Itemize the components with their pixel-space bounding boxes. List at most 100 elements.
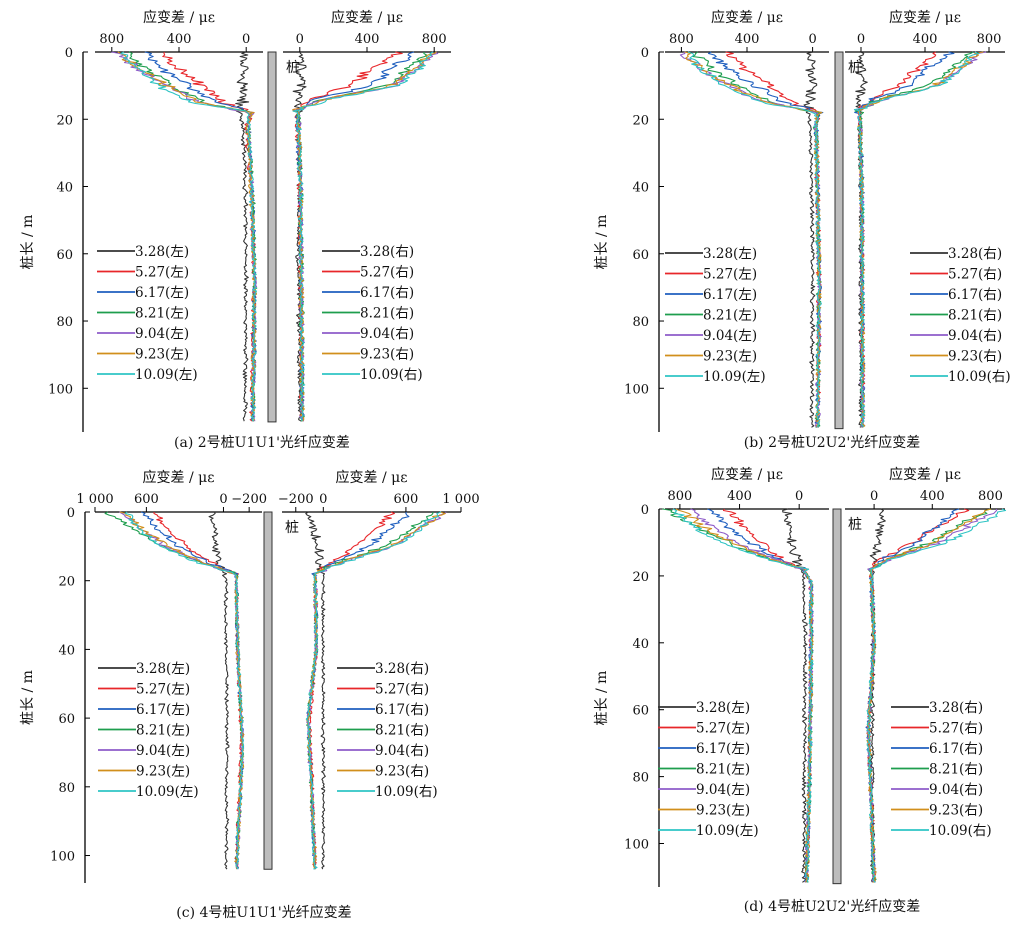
y-tick-label: 0 (641, 503, 649, 518)
left-legend: 3.28(左) 5.27(左) 6.17(左) 8.21(左) 9.04(左) 9.23(… (98, 661, 199, 800)
legend-label: 9.23(右) (375, 764, 429, 780)
legend-label: 5.27(右) (948, 267, 1002, 283)
y-tick-label: 60 (58, 712, 75, 727)
left-panel: 800 400 0 应变差 / με (665, 9, 829, 428)
series-line-5.27 (292, 51, 403, 422)
left-legend: 3.28(左) 5.27(左) 6.17(左) 8.21(左) 9.04(左) 9.23(… (658, 700, 759, 839)
legend-label: 3.28(右) (929, 700, 983, 716)
chart-caption: (c) 4号桩U1U1'光纤应变差 (176, 904, 351, 921)
legend-label: 9.23(右) (948, 349, 1002, 365)
x-axis-label: 应变差 / με (711, 9, 783, 26)
x-axis-label: 应变差 / με (331, 9, 403, 26)
legend-label: 3.28(右) (360, 244, 414, 260)
series-line-10.09 (292, 51, 434, 422)
legend-label: 10.09(左) (136, 784, 199, 800)
series-line-3.28 (235, 51, 250, 422)
x-tick-label: 400 (920, 489, 945, 504)
series-line-6.17 (144, 51, 257, 422)
chart-caption: (b) 2号桩U2U2'光纤应变差 (744, 434, 921, 451)
pile-label: 桩 (848, 59, 862, 76)
legend-label: 10.09(左) (703, 369, 766, 385)
chart-caption: (d) 4号桩U2U2'光纤应变差 (744, 898, 921, 915)
x-axis-label: 应变差 / με (336, 469, 408, 486)
left-panel: 1 000 600 0 −200 应变差 / με (76, 469, 267, 870)
y-tick-label: 100 (624, 382, 649, 397)
legend-label: 5.27(右) (929, 721, 983, 737)
legend-label: 9.23(左) (135, 347, 189, 363)
legend-label: 8.21(右) (948, 308, 1002, 324)
legend-label: 9.23(左) (703, 349, 757, 365)
legend-label: 6.17(右) (360, 285, 414, 301)
legend-label: 10.09(右) (929, 823, 992, 839)
legend-label: 3.28(左) (135, 244, 189, 260)
pile-bar (263, 511, 273, 870)
legend-label: 10.09(右) (375, 784, 438, 800)
y-tick-label: 80 (632, 771, 649, 786)
x-tick-label: 400 (735, 32, 760, 47)
x-tick-label: 800 (667, 489, 692, 504)
y-tick-label: 40 (632, 181, 649, 196)
legend-label: 10.09(左) (696, 823, 759, 839)
legend-label: 8.21(左) (135, 306, 189, 322)
series-line-6.17 (854, 51, 955, 428)
x-tick-label: 400 (913, 32, 938, 47)
y-axis-label: 桩长 / m (19, 670, 36, 725)
y-tick-label: 60 (632, 248, 649, 263)
x-tick-label: 1 000 (442, 492, 479, 507)
x-tick-label: 400 (727, 489, 752, 504)
chart-caption: (a) 2号桩U1U1'光纤应变差 (174, 434, 350, 451)
x-tick-label: 0 (242, 32, 250, 47)
series-line-9.23 (292, 51, 437, 422)
x-tick-label: 0 (808, 32, 816, 47)
x-tick-label: 400 (167, 32, 192, 47)
legend-label: 3.28(右) (948, 246, 1002, 262)
legend-label: 5.27(右) (375, 682, 429, 698)
y-tick-label: 100 (624, 838, 649, 853)
series-line-10.09 (120, 51, 258, 422)
x-tick-label: 0 (795, 489, 803, 504)
legend-label: 9.04(右) (929, 782, 983, 798)
legend-label: 5.27(左) (703, 267, 757, 283)
x-axis-label: 应变差 / με (889, 9, 961, 26)
series-line-3.28 (305, 511, 326, 870)
series-line-3.28 (208, 511, 230, 870)
legend-label: 5.27(左) (696, 721, 750, 737)
pile-bar (834, 51, 844, 430)
x-axis-label: 应变差 / με (889, 466, 961, 483)
y-tick-label: 100 (48, 382, 73, 397)
legend-label: 9.04(右) (375, 743, 429, 759)
right-legend: 3.28(右) 5.27(右) 6.17(右) 8.21(右) 9.04(右) 9.23(… (910, 246, 1011, 385)
legend-label: 6.17(右) (929, 741, 983, 757)
legend-label: 9.04(左) (136, 743, 190, 759)
pile-bar (832, 508, 842, 885)
left-legend: 3.28(左) 5.27(左) 6.17(左) 8.21(左) 9.04(左) 9.23(… (665, 246, 766, 385)
y-tick-label: 40 (56, 181, 73, 196)
y-axis-label: 桩长 / m (593, 671, 610, 726)
series-line-10.09 (124, 511, 245, 870)
x-tick-label: 0 (219, 492, 227, 507)
x-axis-label: 应变差 / με (143, 469, 215, 486)
y-tick-label: 60 (56, 248, 73, 263)
left-legend: 3.28(左) 5.27(左) 6.17(左) 8.21(左) 9.04(左) 9.23(… (97, 244, 198, 383)
y-axis-label: 桩长 / m (19, 215, 36, 270)
legend-label: 9.04(右) (360, 326, 414, 342)
x-tick-label: 1 000 (76, 492, 113, 507)
legend-label: 9.23(左) (696, 803, 750, 819)
right-panel: 0 400 800 应变差 / με (845, 9, 1005, 428)
y-tick-label: 0 (65, 46, 73, 61)
series-line-10.09 (866, 508, 1007, 883)
y-tick-label: 40 (58, 643, 75, 658)
y-tick-label: 20 (632, 570, 649, 585)
legend-label: 9.23(左) (136, 764, 190, 780)
right-panel: 0 400 800 应变差 / με (845, 466, 1007, 883)
x-tick-label: 800 (669, 32, 694, 47)
x-tick-label: 0 (296, 32, 304, 47)
y-tick-label: 20 (56, 113, 73, 128)
legend-label: 8.21(右) (375, 723, 429, 739)
legend-label: 9.23(右) (360, 347, 414, 363)
x-tick-label: 600 (134, 492, 159, 507)
legend-label: 5.27(左) (136, 682, 190, 698)
